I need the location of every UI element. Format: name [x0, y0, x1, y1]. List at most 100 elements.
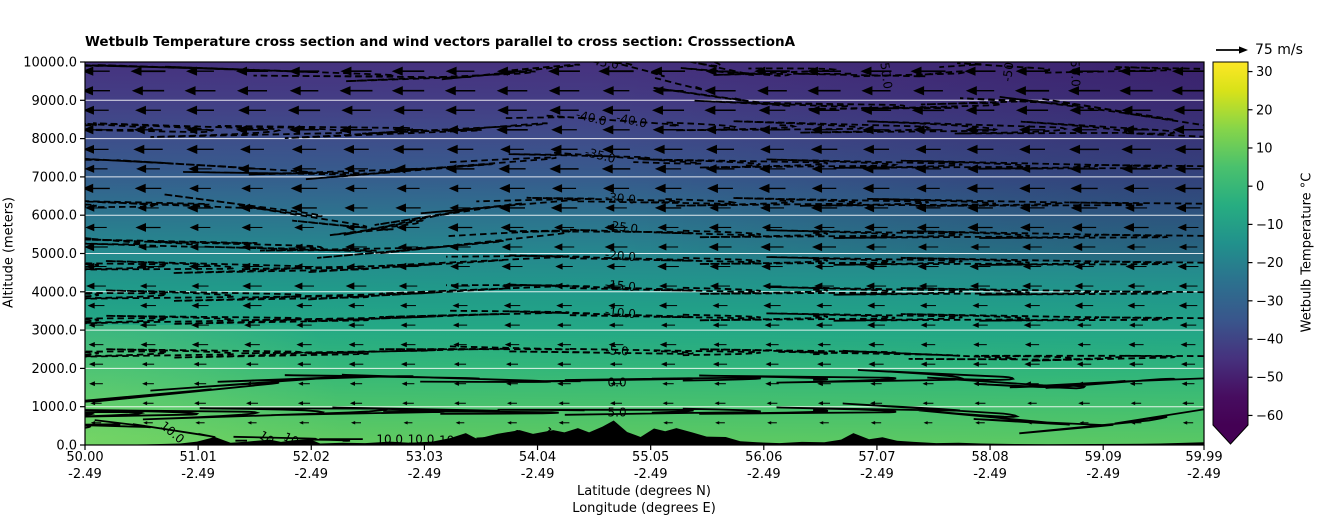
wind-arrow-head — [453, 362, 460, 367]
x-axis-label-longitude: Longitude (degrees E) — [572, 501, 716, 516]
colorbar-tick-label: 10 — [1256, 141, 1273, 156]
wind-arrow — [608, 322, 624, 328]
wind-arrow — [1070, 183, 1098, 194]
wind-arrow-head — [85, 105, 94, 115]
wind-arrow — [449, 243, 471, 251]
wind-arrow-head — [344, 203, 355, 213]
wind-arrow-head — [85, 66, 94, 76]
wind-arrow-head — [657, 243, 667, 251]
wind-arrow-head — [657, 223, 667, 232]
wind-arrow-head — [501, 262, 511, 271]
colorbar-tick-label: −40 — [1256, 333, 1283, 348]
wind-arrow — [974, 401, 986, 406]
wind-arrow — [811, 164, 837, 174]
wind-arrow-head — [135, 105, 146, 115]
wind-arrow — [964, 66, 996, 76]
wind-arrow — [140, 342, 156, 348]
wind-arrow — [85, 204, 107, 212]
wind-arrow-head — [1130, 401, 1136, 406]
wind-arrow-head — [1071, 223, 1083, 232]
wind-arrow — [137, 262, 159, 271]
wind-arrow-head — [291, 203, 302, 213]
wind-arrow — [1130, 420, 1142, 425]
wind-arrow-head — [1125, 262, 1135, 271]
wind-arrow-head — [186, 203, 198, 213]
contour-line--40 — [85, 114, 1204, 139]
wind-arrow-head — [345, 184, 355, 193]
wind-arrow-head — [1069, 164, 1081, 174]
wind-arrow-head — [811, 125, 822, 135]
wind-arrow-head — [1077, 381, 1084, 386]
wind-arrow — [1173, 125, 1203, 135]
wind-arrow — [1178, 243, 1198, 251]
wind-arrow-head — [553, 243, 563, 251]
wind-arrow-head — [558, 420, 564, 425]
wind-arrow-head — [85, 144, 94, 154]
wind-arrow-head — [85, 183, 94, 194]
wind-arrow-head — [396, 223, 407, 232]
wind-arrow — [1123, 183, 1149, 193]
wind-arrow — [550, 144, 578, 154]
wind-arrow-head — [863, 203, 875, 213]
wind-arrow — [88, 361, 104, 367]
wind-arrow-head — [1068, 66, 1080, 76]
wind-arrow — [1024, 361, 1040, 367]
wind-arrow — [757, 86, 787, 96]
wind-arrow-head — [1019, 183, 1030, 193]
wind-arrow — [967, 203, 993, 213]
wind-arrow — [913, 125, 943, 135]
wind-arrow — [557, 381, 571, 387]
wind-arrow-head — [194, 401, 200, 406]
wind-arrow — [762, 282, 782, 290]
wind-arrow — [445, 164, 475, 174]
wind-arrow — [402, 401, 414, 406]
wind-arrow-head — [236, 86, 248, 96]
wind-arrow — [1128, 341, 1144, 348]
wind-arrow-head — [867, 321, 875, 329]
wind-arrow — [807, 86, 841, 96]
wind-arrow-head — [761, 262, 771, 271]
wind-arrow-head — [865, 282, 875, 290]
wind-arrow — [1022, 263, 1042, 270]
wind-arrow — [965, 125, 995, 135]
wind-arrow — [85, 105, 109, 115]
wind-arrow-head — [289, 125, 301, 135]
wind-arrow-head — [920, 342, 927, 348]
wind-arrow — [1024, 302, 1040, 309]
wind-arrow-head — [557, 361, 563, 367]
wind-arrow — [1071, 125, 1097, 135]
wind-arrow-head — [346, 223, 355, 231]
wind-arrow — [922, 381, 934, 386]
wind-arrow-head — [1023, 322, 1031, 329]
wind-arrow — [131, 86, 165, 96]
wind-arrow-head — [705, 144, 717, 154]
wind-arrow-head — [448, 184, 459, 193]
contour-label: 10.0 — [439, 433, 466, 447]
y-tick-label: 4000.0 — [32, 285, 78, 300]
wind-arrow-head — [975, 421, 980, 425]
x-tick-label-lat: 53.03 — [406, 450, 443, 465]
wind-arrow-head — [911, 105, 923, 115]
wind-arrow — [242, 302, 262, 309]
wind-arrow — [554, 282, 574, 290]
wind-arrow — [548, 86, 580, 96]
wind-arrow — [652, 125, 684, 135]
wind-arrow — [449, 204, 471, 212]
wind-arrow-head — [652, 86, 664, 96]
wind-arrow-head — [869, 401, 876, 406]
wind-arrow-head — [1180, 361, 1187, 367]
wind-arrow-head — [348, 322, 355, 328]
y-tick-label: 10000.0 — [23, 56, 77, 71]
wind-arrow-head — [1119, 86, 1131, 96]
wind-arrow-head — [450, 282, 459, 290]
wind-arrow — [130, 66, 166, 76]
wind-arrow — [291, 164, 317, 174]
wind-arrow-head — [663, 421, 668, 425]
wind-arrow — [450, 263, 470, 270]
wind-arrow-head — [391, 86, 403, 96]
wind-arrow-head — [497, 105, 509, 115]
wind-arrow — [397, 262, 419, 271]
wind-arrow-head — [189, 223, 199, 232]
wind-arrow — [1173, 105, 1203, 115]
